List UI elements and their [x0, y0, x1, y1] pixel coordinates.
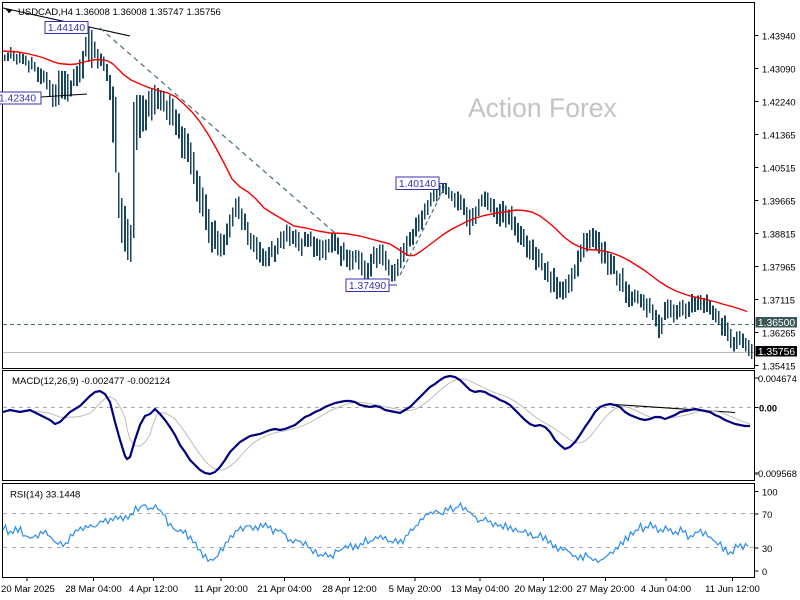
svg-text:1.42240: 1.42240 — [762, 97, 796, 107]
svg-text:1.39665: 1.39665 — [762, 196, 796, 206]
svg-text:Action Forex: Action Forex — [468, 93, 617, 123]
svg-text:30: 30 — [762, 544, 772, 554]
svg-text:1.40515: 1.40515 — [762, 163, 796, 173]
svg-text:1.42340: 1.42340 — [0, 94, 36, 105]
svg-text:1.40140: 1.40140 — [399, 179, 436, 190]
svg-text:MACD(12,26,9) -0.002477 -0.002: MACD(12,26,9) -0.002477 -0.002124 — [12, 376, 171, 387]
svg-text:11 Apr 20:00: 11 Apr 20:00 — [194, 584, 248, 595]
svg-text:0.004674: 0.004674 — [758, 374, 797, 384]
svg-text:1.41365: 1.41365 — [762, 130, 796, 140]
svg-text:70: 70 — [762, 510, 772, 520]
svg-text:28 Mar 04:00: 28 Mar 04:00 — [65, 584, 122, 595]
svg-text:1.44140: 1.44140 — [48, 23, 85, 34]
svg-text:21 Apr 04:00: 21 Apr 04:00 — [257, 584, 311, 595]
svg-text:20 May 12:00: 20 May 12:00 — [514, 584, 572, 595]
svg-text:1.37490: 1.37490 — [349, 281, 386, 292]
svg-text:100: 100 — [762, 488, 778, 498]
svg-text:1.38815: 1.38815 — [762, 229, 796, 239]
svg-text:13 May 04:00: 13 May 04:00 — [451, 584, 509, 595]
svg-text:0.00: 0.00 — [759, 404, 777, 414]
svg-text:USDCAD,H4 1.36008 1.36008 1.3: USDCAD,H4 1.36008 1.36008 1.35747 1.3575… — [18, 7, 221, 18]
svg-text:4 Jun 04:00: 4 Jun 04:00 — [641, 584, 691, 595]
svg-text:1.35415: 1.35415 — [762, 361, 796, 371]
svg-text:1.43940: 1.43940 — [762, 31, 796, 41]
svg-text:28 Apr 12:00: 28 Apr 12:00 — [322, 584, 376, 595]
svg-text:1.36500: 1.36500 — [758, 318, 795, 329]
svg-text:5 May 20:00: 5 May 20:00 — [389, 584, 442, 595]
svg-text:4 Apr 12:00: 4 Apr 12:00 — [129, 584, 178, 595]
svg-text:RSI(14) 33.1448: RSI(14) 33.1448 — [10, 490, 80, 501]
svg-text:1.36265: 1.36265 — [762, 328, 796, 338]
svg-text:11 Jun 12:00: 11 Jun 12:00 — [705, 584, 760, 595]
svg-text:1.35756: 1.35756 — [758, 347, 795, 358]
svg-text:1.37115: 1.37115 — [762, 295, 795, 305]
svg-text:20 Mar 2025: 20 Mar 2025 — [1, 584, 55, 595]
svg-text:-0.009568: -0.009568 — [755, 469, 797, 479]
svg-text:1.37965: 1.37965 — [762, 262, 796, 272]
svg-text:1.43090: 1.43090 — [762, 64, 796, 74]
svg-text:27 May 20:00: 27 May 20:00 — [576, 584, 634, 595]
svg-text:0: 0 — [762, 567, 767, 577]
